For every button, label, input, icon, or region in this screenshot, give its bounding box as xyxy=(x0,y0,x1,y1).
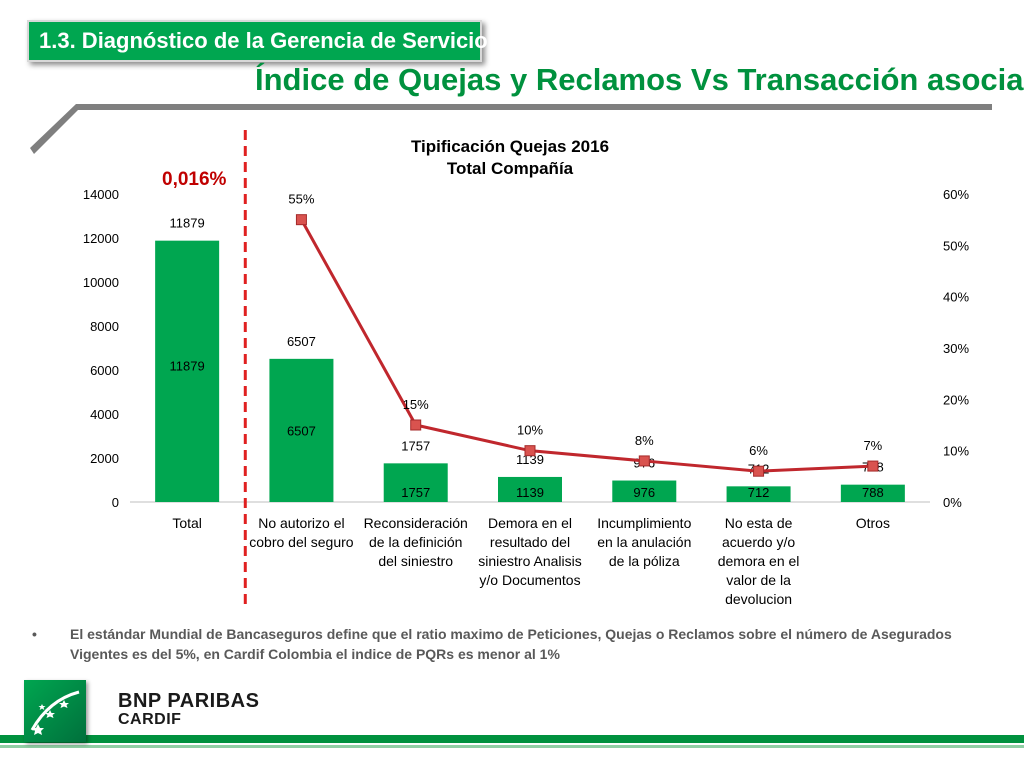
x-tick-label: cobro del seguro xyxy=(249,534,354,550)
pct-line xyxy=(300,218,873,473)
x-tick-label: valor de la xyxy=(726,572,791,588)
note-bullet: • xyxy=(32,626,37,642)
pct-point xyxy=(867,460,879,472)
page-title: Índice de Quejas y Reclamos Vs Transacci… xyxy=(255,62,1024,97)
stars-icon xyxy=(30,690,80,735)
pct-point xyxy=(295,214,307,226)
pct-label: 15% xyxy=(403,397,429,412)
section-label: 1.3. Diagnóstico de la Gerencia de Servi… xyxy=(27,20,488,62)
logo-sub: CARDIF xyxy=(118,711,182,728)
bar xyxy=(155,240,220,503)
note-text: El estándar Mundial de Bancaseguros defi… xyxy=(70,626,952,662)
bar xyxy=(612,480,677,502)
y2-tick-label: 0% xyxy=(943,495,962,510)
pct-label: 6% xyxy=(749,443,768,458)
bar-inner-label: 1757 xyxy=(401,485,430,500)
bar-inner-label: 788 xyxy=(862,485,884,500)
bar xyxy=(726,486,791,502)
y2-tick-label: 50% xyxy=(943,238,969,253)
y-tick-label: 6000 xyxy=(90,363,119,378)
chart: 0 2000 4000 6000 8000 10000 12000 14000 0% 10% 20%… xyxy=(83,130,969,608)
footer-bar-light xyxy=(0,745,1024,748)
y-tick-label: 8000 xyxy=(90,319,119,334)
bar-inner-label: 1139 xyxy=(516,485,544,500)
bar xyxy=(383,463,448,502)
x-tick-label: devolucion xyxy=(725,591,792,607)
chart-title-line2: Total Compañía xyxy=(446,159,574,178)
y2-tick-label: 20% xyxy=(943,392,969,407)
pct-label: 55% xyxy=(288,192,314,207)
x-tick-label: de la definición xyxy=(369,534,462,550)
pct-label: 10% xyxy=(517,423,543,438)
title-underline xyxy=(30,104,992,154)
pct-point xyxy=(524,445,536,457)
bar-inner-label: 6507 xyxy=(287,423,316,438)
pct-point xyxy=(753,465,765,477)
y-tick-label: 2000 xyxy=(90,451,119,466)
ratio-label: 0,016% xyxy=(162,169,227,190)
pct-label: 7% xyxy=(863,438,882,453)
bar-inner-label: 11879 xyxy=(170,359,205,374)
y-tick-label: 0 xyxy=(112,495,119,510)
x-tick-label: Reconsideración xyxy=(364,515,468,531)
y2-tick-label: 30% xyxy=(943,341,969,356)
pct-point xyxy=(638,455,650,467)
x-tick-label: de la póliza xyxy=(609,553,680,569)
bar xyxy=(498,476,562,502)
x-tick-label: del siniestro xyxy=(378,553,453,569)
bar-inner-label: 712 xyxy=(748,485,770,500)
note: • El estándar Mundial de Bancaseguros de… xyxy=(32,624,962,664)
chart-title: Tipificación Quejas 2016 Total Compañía xyxy=(300,136,720,180)
x-tick-label: Incumplimiento xyxy=(597,515,691,531)
x-tick-label: No autorizo el xyxy=(258,515,344,531)
x-tick-label: siniestro Analisis xyxy=(478,553,582,569)
bnp-logo-icon xyxy=(24,680,86,742)
x-tick-label: resultado del xyxy=(490,534,570,550)
bar xyxy=(269,358,334,502)
bar-value-label: 11879 xyxy=(170,216,205,231)
y-tick-label: 12000 xyxy=(83,231,119,246)
x-tick-label: acuerdo y/o xyxy=(722,534,795,550)
pct-point xyxy=(410,419,422,431)
bar-inner-label: 976 xyxy=(633,485,655,500)
x-tick-label: demora en el xyxy=(718,553,800,569)
y-tick-label: 10000 xyxy=(83,275,119,290)
bar-value-label: 1139 xyxy=(516,452,544,467)
bar-value-label: 1757 xyxy=(401,438,430,453)
bar xyxy=(840,484,905,502)
bar-value-label: 6507 xyxy=(287,334,316,349)
x-tick-label: Demora en el xyxy=(488,515,572,531)
x-tick-label: No esta de xyxy=(725,515,793,531)
x-tick-label: y/o Documentos xyxy=(479,572,580,588)
pct-label: 8% xyxy=(635,433,654,448)
y-tick-label: 4000 xyxy=(90,407,119,422)
y2-tick-label: 10% xyxy=(943,444,969,459)
y-tick-label: 14000 xyxy=(83,187,119,202)
footer-bar xyxy=(0,735,1024,743)
x-tick-label: Total xyxy=(172,515,202,531)
x-tick-label: Otros xyxy=(856,515,890,531)
chart-title-line1: Tipificación Quejas 2016 xyxy=(410,137,610,156)
y2-tick-label: 40% xyxy=(943,290,969,305)
x-tick-label: en la anulación xyxy=(597,534,691,550)
logo-name: BNP PARIBAS xyxy=(118,690,260,712)
y2-tick-label: 60% xyxy=(943,187,969,202)
